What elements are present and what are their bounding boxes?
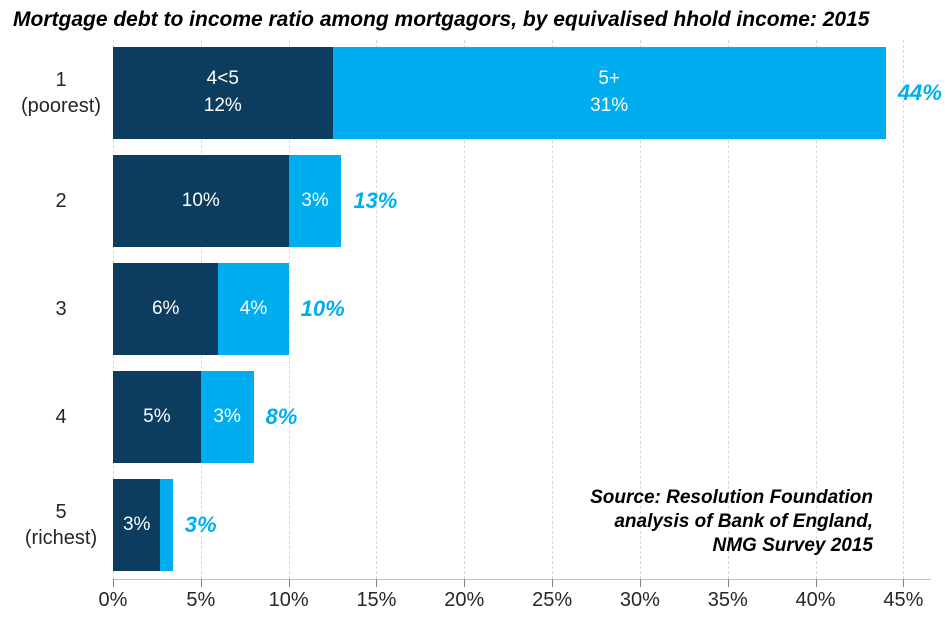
bar-segment-light: 4%	[218, 263, 289, 355]
bar-row: 4<5 12% 5+ 31% 44%	[113, 47, 942, 139]
x-tick	[376, 579, 378, 587]
x-tick	[464, 579, 466, 587]
segment-label: 3%	[301, 189, 329, 211]
segment-label: 5%	[143, 405, 171, 427]
x-tick-label: 45%	[883, 589, 924, 611]
gridline	[464, 40, 466, 579]
total-label: 3%	[184, 512, 217, 537]
x-tick	[727, 579, 729, 587]
bar-segment-light	[160, 479, 173, 571]
x-tick-label: 10%	[268, 589, 309, 611]
total-label: 44%	[897, 80, 942, 105]
category-label: 2	[14, 155, 108, 247]
x-tick-label: 15%	[356, 589, 397, 611]
x-tick-label: 35%	[707, 589, 748, 611]
bar-row: 5% 3% 8%	[113, 371, 297, 463]
x-tick	[113, 579, 114, 587]
segment-label: 4<5	[206, 68, 239, 90]
gridline	[903, 40, 905, 579]
segment-label: 5+	[598, 68, 621, 90]
category-label-line: 4	[55, 406, 67, 428]
bar-segment-light: 3%	[200, 371, 254, 463]
gridline	[552, 40, 554, 579]
gridline	[727, 40, 729, 579]
x-tick-label: 30%	[619, 589, 660, 611]
total-label: 8%	[265, 404, 298, 429]
segment-label: 3%	[122, 513, 151, 535]
category-label: 3	[14, 263, 108, 355]
total-label: 13%	[353, 188, 398, 213]
x-axis-line	[113, 579, 931, 580]
segment-label: 31%	[590, 95, 629, 116]
x-tick	[903, 579, 905, 587]
bar-row: 6% 4% 10%	[113, 263, 345, 355]
category-label-line: (poorest)	[20, 95, 102, 117]
category-label: 5 (richest)	[14, 479, 108, 571]
category-label: 1 (poorest)	[14, 47, 108, 139]
category-label-line: 3	[55, 298, 67, 320]
source-line: Source: Resolution Foundation	[590, 487, 873, 508]
source-line: NMG Survey 2015	[712, 535, 873, 557]
bar-segment-dark: 4<5 12%	[113, 47, 333, 139]
category-label-line: (richest)	[24, 527, 98, 549]
gridline	[639, 40, 641, 579]
bar-row: 10% 3% 13%	[113, 155, 397, 247]
source-line: analysis of Bank of England,	[614, 511, 873, 533]
category-label: 4	[14, 371, 108, 463]
total-label: 10%	[300, 296, 345, 321]
gridline	[815, 40, 817, 579]
x-tick	[288, 579, 290, 587]
x-tick	[815, 579, 817, 587]
x-tick-label: 25%	[532, 589, 573, 611]
x-tick	[639, 579, 641, 587]
category-label-line: 1	[55, 69, 67, 91]
x-tick-label: 0%	[98, 589, 128, 611]
bar-segment-light: 5+ 31%	[332, 47, 886, 139]
x-tick	[200, 579, 202, 587]
gridline	[376, 40, 378, 579]
segment-label: 12%	[203, 95, 242, 116]
x-tick-label: 20%	[444, 589, 485, 611]
segment-label: 6%	[151, 297, 180, 319]
x-tick-label: 40%	[795, 589, 836, 611]
source-note: Source: Resolution Foundation analysis o…	[590, 486, 873, 558]
segment-label: 10%	[181, 189, 220, 211]
x-tick-label: 5%	[186, 589, 216, 611]
bar-segment-light: 3%	[288, 155, 342, 247]
bar-segment-dark: 5%	[113, 371, 201, 463]
category-label-line: 2	[55, 190, 67, 212]
segment-label: 3%	[213, 405, 241, 427]
gridline	[288, 40, 290, 579]
bar-row: 3% 3%	[113, 479, 217, 571]
x-tick	[552, 579, 554, 587]
bar-segment-dark: 6%	[113, 263, 219, 355]
segment-label: 4%	[239, 297, 268, 319]
chart-title: Mortgage debt to income ratio among mort…	[13, 8, 870, 31]
bar-segment-dark: 10%	[113, 155, 289, 247]
bar-segment-dark: 3%	[113, 479, 161, 571]
category-label-line: 5	[55, 501, 67, 523]
